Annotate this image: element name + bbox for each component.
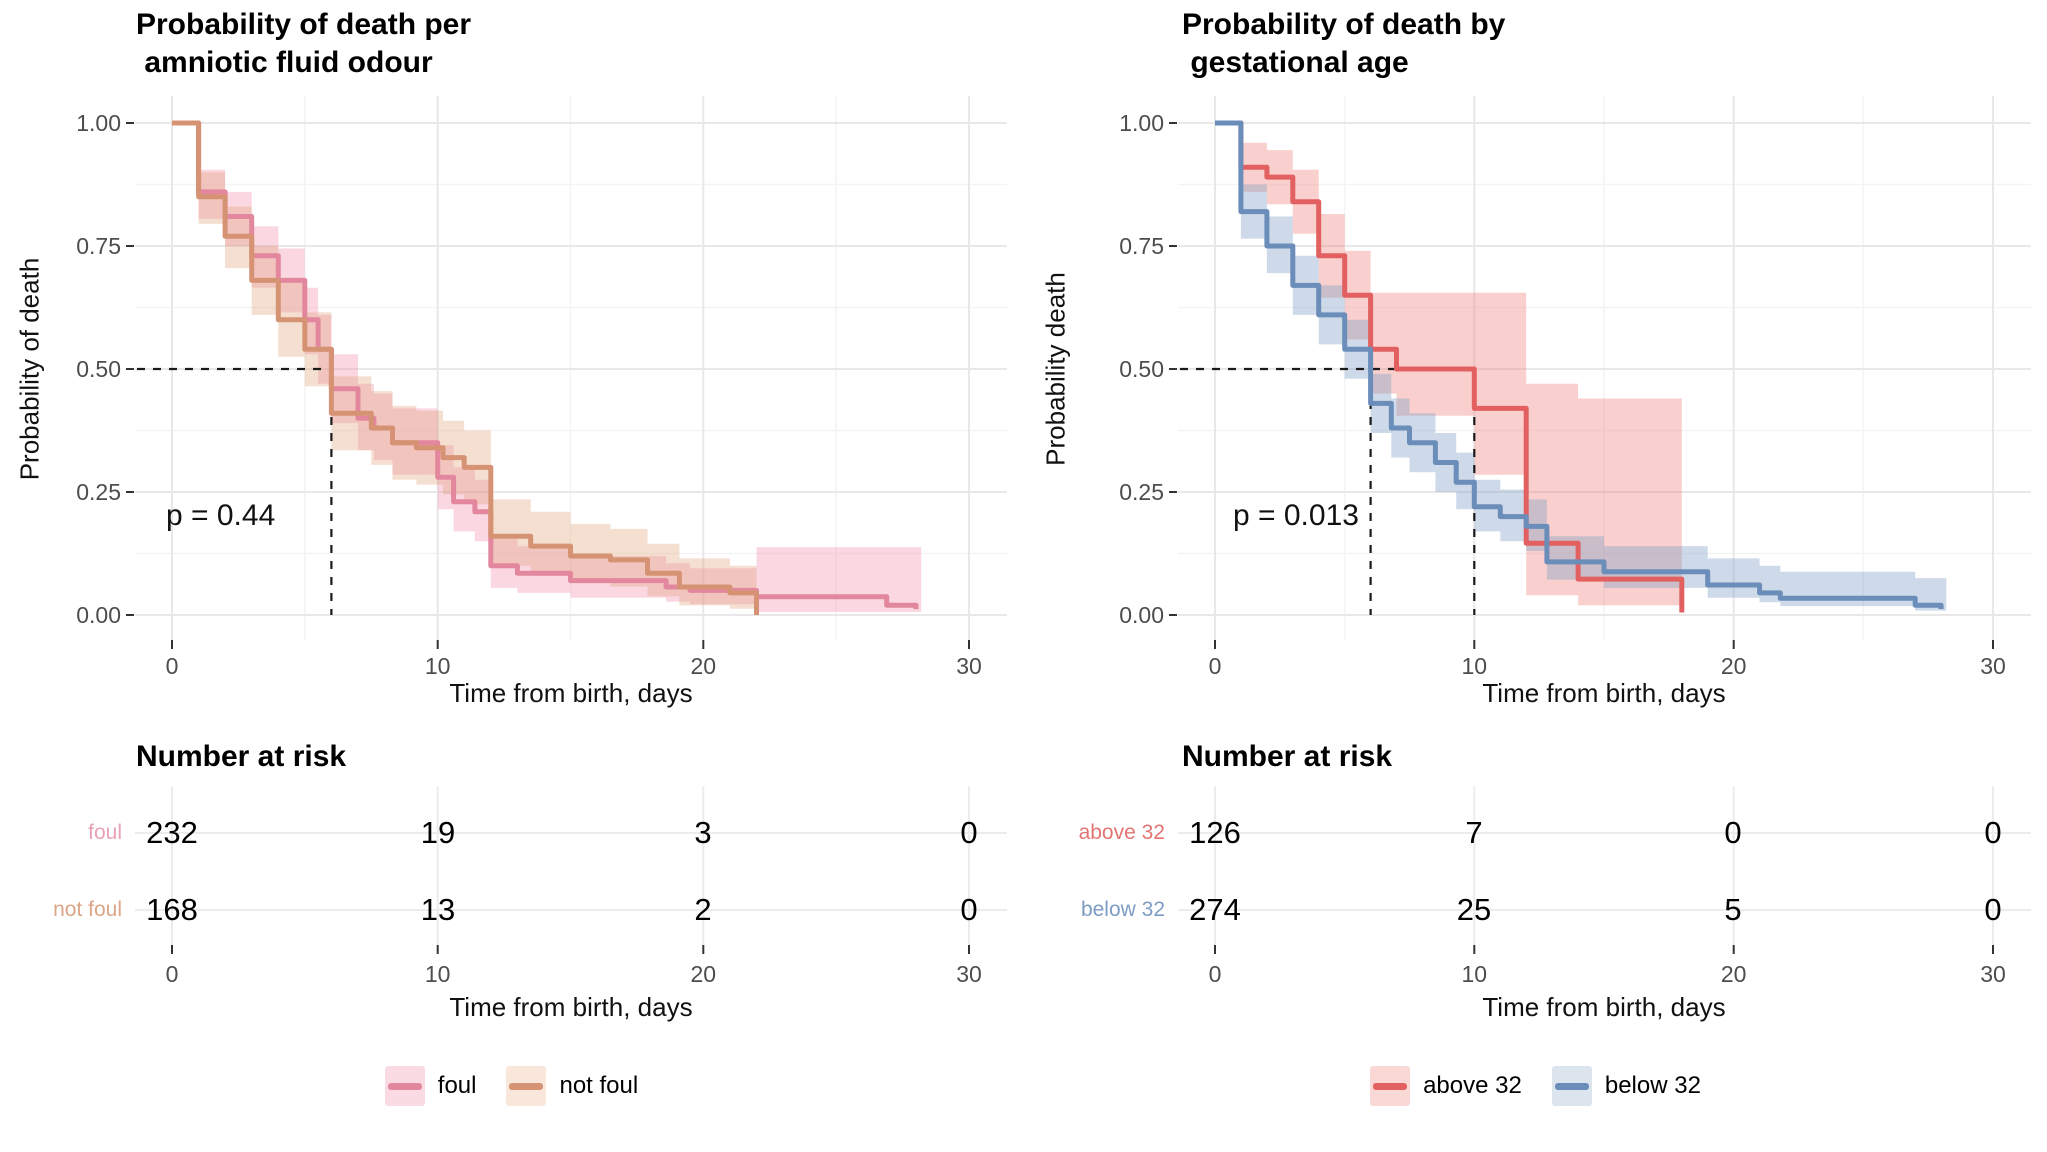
x-tick-label: 10 (425, 653, 451, 679)
x-tick-label: 10 (1462, 653, 1488, 679)
risk-value: 3 (694, 815, 712, 850)
not-foul-legend-key-icon (506, 1066, 547, 1106)
legend-item-not-foul: not foul (506, 1066, 638, 1106)
panel-title: Probability of death per amniotic fluid … (136, 8, 472, 79)
risk-row-label: foul (88, 821, 122, 844)
risk-table-heading: Number at risk (136, 740, 347, 773)
y-tick-label: 0.00 (76, 602, 121, 628)
survival-curve (1215, 120, 1685, 613)
above-32-line-icon (1373, 1082, 1408, 1090)
x-tick-label: 20 (691, 653, 717, 679)
y-tick-label: 1.00 (1119, 110, 1164, 136)
risk-table-x-axis-title: Time from birth, days (1482, 992, 1726, 1022)
y-tick-label: 0.00 (1119, 602, 1164, 628)
table-x-tick-label: 30 (1980, 961, 2006, 987)
risk-table-grid: 0 10 20 30 (1178, 786, 2031, 987)
risk-row-label: above 32 (1078, 821, 1165, 844)
risk-value: 5 (1724, 892, 1742, 927)
confidence-band (198, 172, 757, 615)
risk-value: 13 (420, 892, 456, 927)
x-tick-label: 0 (1209, 653, 1222, 679)
risk-row-label: below 32 (1080, 898, 1165, 921)
y-tick-label: 0.75 (76, 233, 121, 259)
risk-value: 19 (420, 815, 456, 850)
km-panel-odour: Probability of death per amniotic fluid … (0, 0, 1023, 1152)
above-32-legend-key-icon (1370, 1066, 1411, 1106)
table-x-tick-label: 10 (1462, 961, 1488, 987)
km-panel-gestational-age: Probability of death by gestational age … (1024, 0, 2047, 1152)
p-value-label: p = 0.013 (1233, 499, 1359, 532)
risk-table-heading: Number at risk (1182, 740, 1393, 773)
p-value-label: p = 0.44 (166, 499, 276, 532)
risk-value: 232 (146, 815, 198, 850)
legend-label: not foul (559, 1072, 639, 1099)
risk-value: 0 (1724, 815, 1742, 850)
legend-item-below-32: below 32 (1551, 1066, 1701, 1106)
x-tick-label: 30 (1980, 653, 2006, 679)
risk-value: 0 (1984, 892, 2002, 927)
risk-value: 126 (1189, 815, 1241, 850)
risk-row-label: not foul (53, 898, 122, 921)
risk-value: 2 (694, 892, 712, 927)
y-tick-label: 0.50 (76, 356, 121, 382)
legend: foul not foul (0, 1062, 1023, 1110)
table-x-tick-label: 20 (691, 961, 717, 987)
y-tick-label: 1.00 (76, 110, 121, 136)
confidence-band (1240, 184, 1947, 611)
table-x-tick-label: 30 (956, 961, 982, 987)
not-foul-line-icon (509, 1082, 544, 1090)
survival-curve (172, 120, 759, 615)
survival-curve (1215, 120, 1944, 610)
table-x-tick-label: 10 (425, 961, 451, 987)
risk-value: 0 (960, 815, 978, 850)
foul-legend-key-icon (384, 1066, 425, 1106)
risk-table-x-axis-title: Time from birth, days (449, 992, 693, 1022)
foul-line-icon (387, 1082, 422, 1090)
risk-value: 0 (960, 892, 978, 927)
table-x-tick-label: 0 (166, 961, 179, 987)
risk-table-grid: 0 10 20 30 (135, 786, 1007, 987)
survival-plot: 0 10 20 30 0.00 0.25 0.50 0.75 1.00 (76, 96, 1007, 679)
risk-value: 0 (1984, 815, 2002, 850)
survival-plot: 0 10 20 30 0.00 0.25 0.50 0.75 1.00 (1119, 96, 2031, 679)
x-axis-title: Time from birth, days (449, 678, 693, 708)
table-x-tick-label: 0 (1209, 961, 1222, 987)
x-tick-label: 20 (1721, 653, 1747, 679)
risk-value: 274 (1189, 892, 1241, 927)
y-tick-label: 0.75 (1119, 233, 1164, 259)
x-tick-label: 0 (166, 653, 179, 679)
legend-label: foul (437, 1072, 477, 1099)
confidence-band (1240, 142, 1682, 606)
legend-label: above 32 (1423, 1072, 1522, 1099)
below-32-line-icon (1554, 1082, 1589, 1090)
legend: above 32 below 32 (1024, 1062, 2047, 1110)
risk-value: 7 (1465, 815, 1483, 850)
legend-label: below 32 (1604, 1072, 1701, 1099)
risk-value: 25 (1456, 892, 1492, 927)
panel-title: Probability of death by gestational age (1182, 8, 1506, 79)
y-tick-label: 0.25 (76, 479, 121, 505)
legend-item-foul: foul (384, 1066, 477, 1106)
table-x-tick-label: 20 (1721, 961, 1747, 987)
risk-value: 168 (146, 892, 198, 927)
y-tick-label: 0.25 (1119, 479, 1164, 505)
x-axis-title: Time from birth, days (1482, 678, 1726, 708)
x-tick-label: 30 (956, 653, 982, 679)
y-tick-label: 0.50 (1119, 356, 1164, 382)
legend-item-above-32: above 32 (1370, 1066, 1522, 1106)
below-32-legend-key-icon (1551, 1066, 1592, 1106)
